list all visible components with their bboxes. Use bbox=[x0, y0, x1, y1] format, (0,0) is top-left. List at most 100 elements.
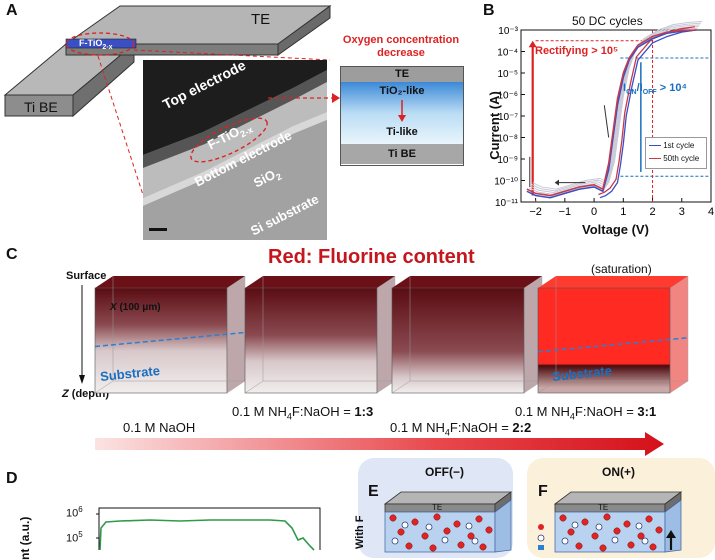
fluorine-ion bbox=[443, 527, 451, 535]
x-tick-label: −1 bbox=[559, 206, 572, 218]
cycle-trace bbox=[531, 22, 702, 192]
cube-front-face bbox=[244, 287, 378, 394]
y-tick-label: 10⁻¹⁰ bbox=[494, 177, 518, 188]
chart-title: 50 DC cycles bbox=[572, 14, 643, 28]
fluorine-ion bbox=[637, 532, 645, 540]
y-tick-label: 10⁻⁵ bbox=[497, 69, 518, 80]
x-tick-label: 0 bbox=[591, 206, 597, 218]
device-te-top bbox=[383, 491, 513, 505]
panel-label-b: B bbox=[483, 2, 495, 19]
fluorine-ion bbox=[453, 520, 461, 528]
film-label: F-TiO2-x bbox=[79, 38, 113, 51]
fluorine-ion bbox=[581, 518, 589, 526]
onoff-annotation: ION/IOFF > 10⁴ bbox=[623, 82, 687, 97]
layer-stack: TE TiO₂-like Ti-like Ti BE bbox=[340, 66, 464, 166]
chart-xlabel: Voltage (V) bbox=[582, 222, 649, 237]
y-tick-label: 10⁻³ bbox=[498, 26, 518, 37]
legend-item-50th: 50th cycle bbox=[649, 154, 699, 163]
legend-ion-blue bbox=[538, 545, 544, 550]
panel-label-c: C bbox=[6, 246, 18, 263]
cube-2-2 bbox=[391, 275, 543, 394]
sweep-arrowhead bbox=[554, 179, 559, 186]
oxygen-vacancy bbox=[391, 537, 399, 545]
oxygen-vacancy bbox=[635, 522, 643, 530]
cube-x-label: X (100 μm) bbox=[110, 302, 161, 313]
fluorine-ion bbox=[613, 527, 621, 535]
cube-3-1 bbox=[537, 275, 689, 394]
panel-d-tick-1e6: 106 bbox=[66, 505, 83, 520]
fluorine-ion bbox=[645, 515, 653, 523]
panel-e-title: OFF(−) bbox=[425, 465, 464, 479]
cycle-trace bbox=[532, 20, 703, 190]
device-te-front bbox=[554, 503, 666, 513]
cube-edge bbox=[537, 380, 557, 394]
cube-1-3 bbox=[244, 275, 396, 394]
fluorine-ion bbox=[575, 542, 583, 550]
cube-edge bbox=[391, 380, 411, 394]
legend-item-1st: 1st cycle bbox=[649, 141, 694, 150]
cube-naoh bbox=[94, 275, 246, 394]
x-tick-label: −2 bbox=[529, 206, 542, 218]
panel-label-a: A bbox=[6, 2, 18, 19]
caption-2: 0.1 M NH4F:NaOH = 1:3 bbox=[232, 404, 374, 422]
stack-tibe: Ti BE bbox=[341, 144, 463, 164]
oxygen-vacancy bbox=[441, 536, 449, 544]
stack-down-arrow bbox=[398, 100, 406, 122]
caption-1: 0.1 M NaOH bbox=[123, 420, 196, 435]
sweep-arrow-down bbox=[603, 105, 610, 138]
fluorine-ion bbox=[467, 532, 475, 540]
fluorine-ion bbox=[591, 532, 599, 540]
panel-label-e: E bbox=[368, 483, 379, 500]
panel-f-te: TE bbox=[598, 503, 609, 512]
series-line-50th bbox=[526, 29, 697, 197]
rectifying-arrowhead bbox=[528, 40, 537, 48]
substrate-interface-line bbox=[94, 331, 246, 348]
fluorine-ion bbox=[429, 544, 437, 552]
device-te-top bbox=[553, 491, 683, 505]
x-tick-label: 3 bbox=[679, 206, 685, 218]
fluorine-ion bbox=[421, 532, 429, 540]
oxygen-vacancy bbox=[611, 536, 619, 544]
fluorine-ion bbox=[559, 514, 567, 522]
device-on bbox=[553, 491, 683, 553]
oxygen-vacancy bbox=[471, 537, 479, 545]
oxygen-vacancy bbox=[425, 523, 433, 531]
fluorine-ion bbox=[411, 518, 419, 526]
fluorine-ion bbox=[567, 528, 575, 536]
panel-e-te: TE bbox=[432, 503, 443, 512]
depth-arrow bbox=[79, 285, 85, 384]
saturation-label: (saturation) bbox=[591, 262, 652, 276]
cube-top-face bbox=[392, 276, 542, 288]
cycle-trace bbox=[530, 24, 700, 194]
panel-f-title: ON(+) bbox=[602, 465, 635, 479]
y-tick-label: 10⁻⁶ bbox=[497, 91, 518, 102]
cube-front-face bbox=[537, 287, 671, 394]
panel-label-f: F bbox=[538, 483, 548, 500]
oxygen-vacancy bbox=[571, 521, 579, 529]
field-arrowhead bbox=[666, 530, 676, 538]
fluorine-ion bbox=[405, 542, 413, 550]
oxygen-vacancy bbox=[465, 522, 473, 530]
series-line-1st bbox=[526, 29, 697, 199]
fluorine-ion bbox=[389, 514, 397, 522]
legend-ion-red bbox=[538, 524, 544, 530]
tem-image bbox=[143, 60, 327, 240]
oxygen-vacancy bbox=[561, 537, 569, 545]
y-tick-label: 10⁻⁷ bbox=[498, 112, 518, 123]
y-tick-label: 10⁻⁸ bbox=[497, 134, 518, 145]
fluorine-ion bbox=[627, 541, 635, 549]
chart-legend: 1st cycle 50th cycle bbox=[645, 137, 707, 169]
fluorine-ion bbox=[485, 526, 493, 534]
oxygen-vacancy bbox=[595, 523, 603, 531]
x-tick-label: 1 bbox=[620, 206, 626, 218]
substrate-interface-line bbox=[537, 337, 689, 353]
fluorine-ion bbox=[623, 520, 631, 528]
fluorine-ion bbox=[475, 515, 483, 523]
fluorine-ion bbox=[433, 513, 441, 521]
y-tick-label: 10⁻¹¹ bbox=[495, 198, 519, 209]
reverse-sweep-1st bbox=[599, 29, 697, 199]
ti-be-label: Ti BE bbox=[24, 99, 58, 115]
